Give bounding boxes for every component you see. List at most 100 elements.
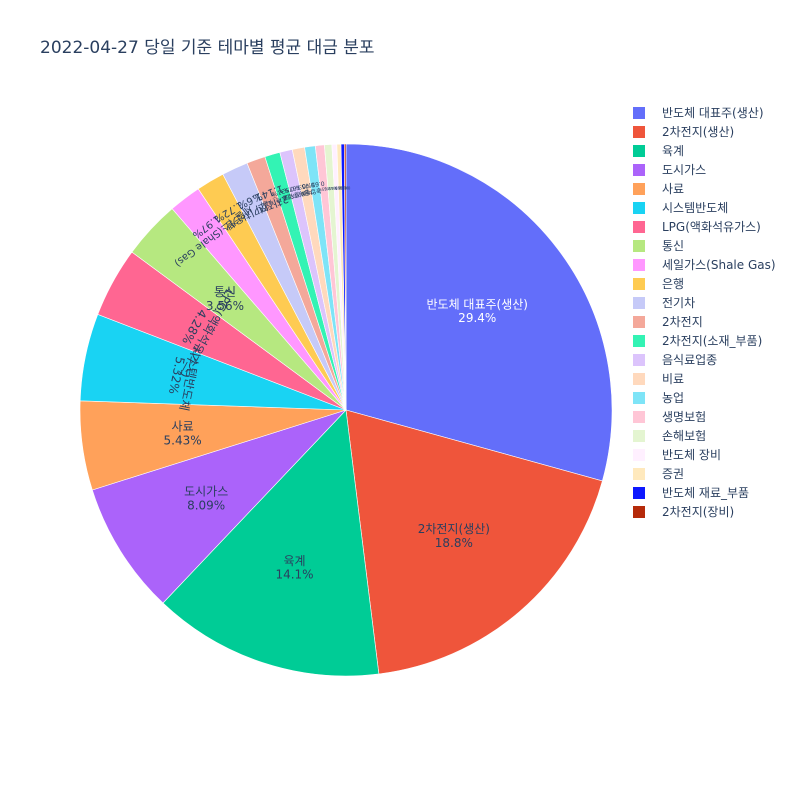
pie-label-value: 5.43% xyxy=(164,433,202,447)
legend-item-1[interactable]: 2차전지(생산) xyxy=(633,122,776,141)
pie-label-21: 0.1% xyxy=(340,186,350,191)
legend-label: 통신 xyxy=(662,239,685,253)
legend-label: 전기차 xyxy=(662,296,696,310)
legend-label: 반도체 대표주(생산) xyxy=(662,106,764,120)
pie-label-15: 농업0.65% xyxy=(305,179,326,196)
legend-swatch xyxy=(633,277,645,290)
legend-label: 비료 xyxy=(662,372,685,386)
legend-swatch xyxy=(633,391,645,404)
legend-item-5[interactable]: 시스템반도체 xyxy=(633,198,776,217)
pie-label-0: 반도체 대표주(생산) 29.4% xyxy=(426,297,527,325)
legend-swatch xyxy=(633,467,645,480)
legend-label: 농업 xyxy=(662,391,685,405)
pie-label-name: 반도체 대표주(생산) xyxy=(426,297,527,311)
legend-item-3[interactable]: 도시가스 xyxy=(633,160,776,179)
legend-swatch xyxy=(633,315,645,328)
legend-item-7[interactable]: 통신 xyxy=(633,236,776,255)
legend-label: 2차전지(소재_부품) xyxy=(662,334,763,348)
legend-item-17[interactable]: 손해보험 xyxy=(633,426,776,445)
legend-label: 사료 xyxy=(662,182,685,196)
legend-swatch xyxy=(633,239,645,252)
pie-label-value: 0.75% xyxy=(295,181,315,191)
legend-swatch xyxy=(633,106,645,119)
legend-item-2[interactable]: 육계 xyxy=(633,141,776,160)
legend-label: 2차전지(생산) xyxy=(662,125,735,139)
legend-label: 손해보험 xyxy=(662,429,707,443)
legend-item-9[interactable]: 은행 xyxy=(633,274,776,293)
legend-item-4[interactable]: 사료 xyxy=(633,179,776,198)
legend-label: 반도체 재료_부품 xyxy=(662,486,750,500)
legend-label: 음식료업종 xyxy=(662,353,718,367)
legend-swatch xyxy=(633,372,645,385)
legend-swatch xyxy=(633,448,645,461)
pie-label-4: 사료 5.43% xyxy=(164,419,202,447)
legend-item-6[interactable]: LPG(액화석유가스) xyxy=(633,217,776,236)
legend-item-16[interactable]: 생명보험 xyxy=(633,407,776,426)
legend-label: 2차전지(장비) xyxy=(662,505,735,519)
legend-swatch xyxy=(633,201,645,214)
legend-item-12[interactable]: 2차전지(소재_부품) xyxy=(633,331,776,350)
pie-label-3: 도시가스 8.09% xyxy=(184,485,228,513)
legend-item-18[interactable]: 반도체 장비 xyxy=(633,445,776,464)
legend-label: 증권 xyxy=(662,467,685,481)
pie-slice-0[interactable] xyxy=(345,143,613,482)
pie-label-7: 통신 3.56% xyxy=(206,285,244,313)
legend-item-8[interactable]: 세일가스(Shale Gas) xyxy=(633,255,776,274)
legend-item-10[interactable]: 전기차 xyxy=(633,293,776,312)
legend-swatch xyxy=(633,220,645,233)
legend-swatch xyxy=(633,486,645,499)
legend-item-13[interactable]: 음식료업종 xyxy=(633,350,776,369)
legend-swatch xyxy=(633,163,645,176)
pie-label-20: 0.2% xyxy=(338,186,348,191)
legend-label: LPG(액화석유가스) xyxy=(662,220,761,234)
legend-item-20[interactable]: 반도체 재료_부품 xyxy=(633,483,776,502)
legend-swatch xyxy=(633,353,645,366)
legend-swatch xyxy=(633,125,645,138)
pie-label-name: 사료 xyxy=(172,419,194,433)
pie-label-1: 2차전지(생산) 18.8% xyxy=(418,522,490,550)
pie-label-name: 비료 xyxy=(300,188,313,198)
pie-label-name: 육계 xyxy=(283,554,305,568)
pie-slice-1[interactable] xyxy=(345,409,603,675)
legend-swatch xyxy=(633,334,645,347)
pie-slices xyxy=(79,143,613,677)
legend-label: 은행 xyxy=(662,277,685,291)
pie-label-value: 18.8% xyxy=(435,536,473,550)
pie-label-2: 육계 14.1% xyxy=(275,554,313,582)
pie-label-value: 29.4% xyxy=(458,311,496,325)
legend-item-15[interactable]: 농업 xyxy=(633,388,776,407)
pie-label-16: 0.55% xyxy=(317,186,330,192)
legend-label: 도시가스 xyxy=(662,163,707,177)
legend-item-14[interactable]: 비료 xyxy=(633,369,776,388)
legend-item-11[interactable]: 2차전지 xyxy=(633,312,776,331)
legend-swatch xyxy=(633,429,645,442)
legend-item-21[interactable]: 2차전지(장비) xyxy=(633,502,776,521)
pie-label-14: 비료0.75% xyxy=(295,181,317,199)
pie-label-name: 2차전지(생산) xyxy=(418,522,490,536)
pie-slice-3[interactable] xyxy=(91,409,348,604)
pie-label-name: 도시가스 xyxy=(184,485,228,499)
legend-item-0[interactable]: 반도체 대표주(생산) xyxy=(633,103,776,122)
pie-label-17: 0.45% xyxy=(324,186,337,192)
legend-swatch xyxy=(633,182,645,195)
pie-label-value: 14.1% xyxy=(275,568,313,582)
legend-swatch xyxy=(633,258,645,271)
legend-label: 반도체 장비 xyxy=(662,448,722,462)
legend-item-19[interactable]: 증권 xyxy=(633,464,776,483)
pie-label-19: 0.25% xyxy=(333,185,346,190)
legend-swatch xyxy=(633,410,645,423)
pie-slice-2[interactable] xyxy=(162,409,380,677)
pie-label-value: 3.56% xyxy=(206,299,244,313)
pie-slice-21[interactable] xyxy=(344,143,347,411)
pie-label-18: 0.3% xyxy=(331,186,342,191)
legend-label: 육계 xyxy=(662,144,685,158)
legend-swatch xyxy=(633,144,645,157)
pie-labels: 반도체 대표주(생산) 29.4% 2차전지(생산) 18.8% 육계 14.1% 도시가스… xyxy=(164,179,528,582)
legend-label: 2차전지 xyxy=(662,315,703,329)
legend-swatch xyxy=(633,505,645,518)
chart-title: 2022-04-27 당일 기준 테마별 평균 대금 분포 xyxy=(40,38,375,58)
legend-swatch xyxy=(633,296,645,309)
pie-label-name: 농업 xyxy=(310,187,322,196)
